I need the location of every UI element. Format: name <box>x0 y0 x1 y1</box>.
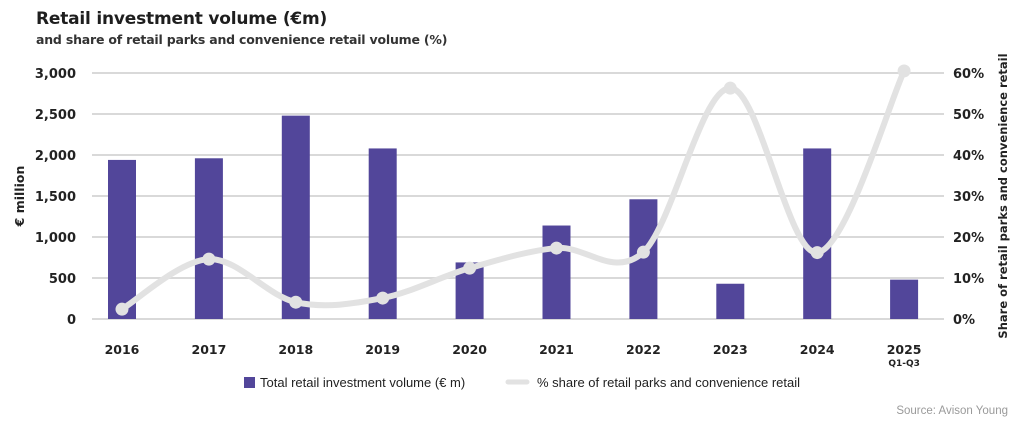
line-point <box>550 241 563 255</box>
y2-tick-label: 20% <box>953 231 984 246</box>
legend-line-label: % share of retail parks and convenience … <box>537 375 800 390</box>
x-tick-sublabel: Q1-Q3 <box>888 359 920 369</box>
x-tick-label: 2024 <box>800 342 835 357</box>
y2-tick-label: 10% <box>953 272 984 287</box>
line-point <box>115 302 129 316</box>
y-tick-label: 1,000 <box>35 231 76 246</box>
bar-series <box>108 115 919 319</box>
x-tick-label: 2018 <box>278 342 313 357</box>
source-note: Source: Avison Young <box>896 405 1008 417</box>
line-point <box>202 252 216 266</box>
legend-bar-label: Total retail investment volume (€ m) <box>260 375 465 390</box>
line-series <box>115 64 911 316</box>
x-tick-label: 2022 <box>626 342 661 357</box>
y-tick-label: 2,000 <box>35 149 76 164</box>
line-point <box>636 245 650 259</box>
y2-tick-label: 40% <box>953 149 984 164</box>
line-point <box>376 291 390 305</box>
y2-tick-label: 50% <box>953 108 984 123</box>
chart-subtitle: and share of retail parks and convenienc… <box>36 32 448 47</box>
right-axis-label: Share of retail parks and convenience re… <box>996 53 1010 338</box>
left-axis-ticks: 0 500 1,000 1,500 2,000 2,500 3,000 <box>35 67 76 328</box>
right-axis-ticks: 0% 10% 20% 30% 40% 50% 60% <box>953 67 984 328</box>
line-point <box>463 261 477 275</box>
x-tick-label: 2020 <box>452 342 487 357</box>
bar <box>281 115 310 319</box>
y2-tick-label: 60% <box>953 67 984 82</box>
bar <box>890 279 919 319</box>
legend: Total retail investment volume (€ m) % s… <box>244 375 800 390</box>
y2-tick-label: 0% <box>953 313 975 328</box>
x-axis-ticks: 2016 2017 2018 2019 2020 2021 2022 2023 2024 2025… <box>105 342 922 369</box>
line-point <box>897 64 911 78</box>
y-tick-label: 0 <box>67 313 76 328</box>
bar <box>716 283 745 319</box>
bar <box>368 148 397 319</box>
x-tick-label: 2019 <box>365 342 400 357</box>
bar <box>194 158 223 319</box>
line-point <box>723 81 737 95</box>
bar <box>108 159 136 319</box>
bar <box>803 148 832 319</box>
bar <box>542 225 571 319</box>
x-tick-label: 2021 <box>539 342 574 357</box>
x-tick-label: 2025 <box>887 342 922 357</box>
legend-bar-swatch <box>244 377 255 388</box>
y-tick-label: 500 <box>49 272 76 287</box>
y-tick-label: 2,500 <box>35 108 76 123</box>
line-point <box>810 246 824 260</box>
x-tick-label: 2017 <box>192 342 227 357</box>
chart-title: Retail investment volume (€m) <box>36 9 328 29</box>
share-line <box>119 67 908 313</box>
y-tick-label: 1,500 <box>35 190 76 205</box>
left-axis-label: € million <box>12 166 27 228</box>
line-point <box>289 295 303 309</box>
y2-tick-label: 30% <box>953 190 984 205</box>
y-tick-label: 3,000 <box>35 67 76 82</box>
x-tick-label: 2016 <box>105 342 140 357</box>
x-tick-label: 2023 <box>713 342 748 357</box>
